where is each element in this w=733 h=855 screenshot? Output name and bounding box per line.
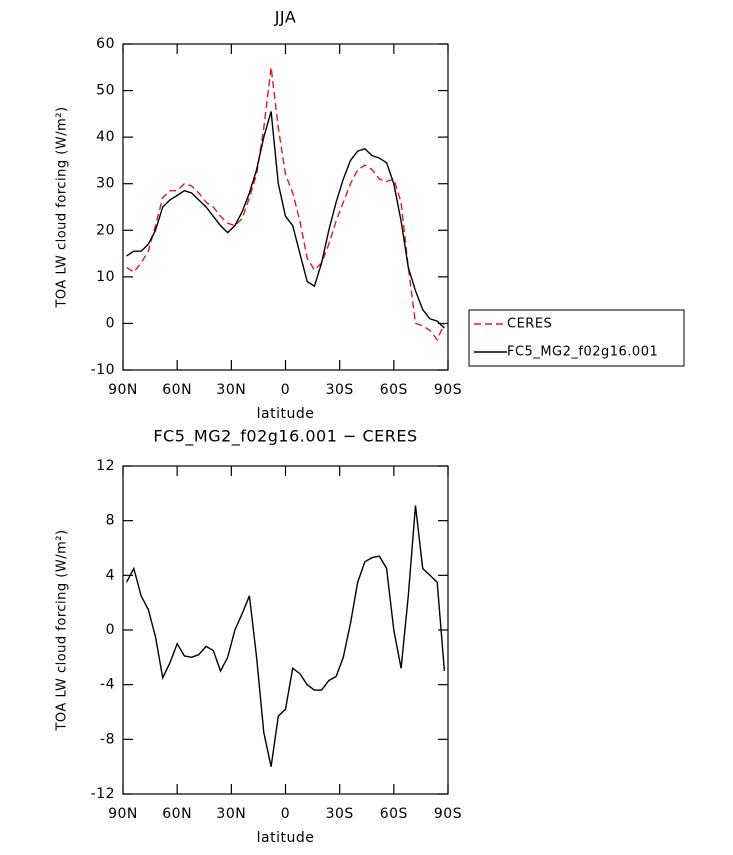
y-tick-label: 60 bbox=[96, 36, 115, 52]
x-tick-label: 0 bbox=[281, 382, 290, 398]
y-tick-label: 50 bbox=[96, 83, 115, 99]
legend-label: CERES bbox=[507, 317, 552, 332]
x-tick-label: 60N bbox=[162, 382, 192, 398]
legend-label: FC5_MG2_f02g16.001 bbox=[507, 345, 658, 360]
x-tick-label: 0 bbox=[281, 806, 290, 822]
y-tick-label: -10 bbox=[91, 362, 115, 378]
data-line bbox=[125, 505, 446, 767]
x-tick-label: 90S bbox=[434, 806, 462, 822]
y-tick-label: -8 bbox=[100, 731, 115, 747]
x-tick-label: 30S bbox=[326, 382, 354, 398]
x-tick-label: 90S bbox=[434, 382, 462, 398]
y-axis-label: TOA LW cloud forcing (W/m²) bbox=[55, 529, 70, 731]
x-tick-label: 60S bbox=[380, 382, 408, 398]
y-tick-label: -12 bbox=[91, 786, 115, 802]
y-tick-label: 40 bbox=[96, 129, 115, 145]
y-tick-label: -4 bbox=[100, 677, 115, 693]
data-line bbox=[126, 111, 445, 329]
y-tick-label: 10 bbox=[96, 269, 115, 285]
y-tick-label: 4 bbox=[106, 567, 115, 583]
data-line bbox=[126, 67, 446, 342]
y-tick-label: 0 bbox=[106, 315, 115, 331]
legend-box bbox=[468, 309, 685, 367]
x-axis-label: latitude bbox=[257, 406, 315, 422]
y-tick-label: 8 bbox=[106, 513, 115, 529]
y-tick-label: 30 bbox=[96, 176, 115, 192]
chart-title: FC5_MG2_f02g16.001 − CERES bbox=[153, 427, 417, 447]
y-axis-label: TOA LW cloud forcing (W/m²) bbox=[55, 106, 70, 308]
y-tick-label: 0 bbox=[106, 622, 115, 638]
plot-frame bbox=[122, 43, 449, 371]
y-tick-label: 20 bbox=[96, 222, 115, 238]
chart-title: JJA bbox=[274, 8, 297, 27]
plot-frame bbox=[122, 465, 449, 795]
y-tick-label: 12 bbox=[96, 458, 115, 474]
x-tick-label: 60N bbox=[162, 806, 192, 822]
x-axis-label: latitude bbox=[257, 830, 315, 846]
x-tick-label: 90N bbox=[108, 806, 138, 822]
x-tick-label: 30S bbox=[326, 806, 354, 822]
x-tick-label: 30N bbox=[216, 382, 246, 398]
x-tick-label: 60S bbox=[380, 806, 408, 822]
x-tick-label: 90N bbox=[108, 382, 138, 398]
x-tick-label: 30N bbox=[216, 806, 246, 822]
